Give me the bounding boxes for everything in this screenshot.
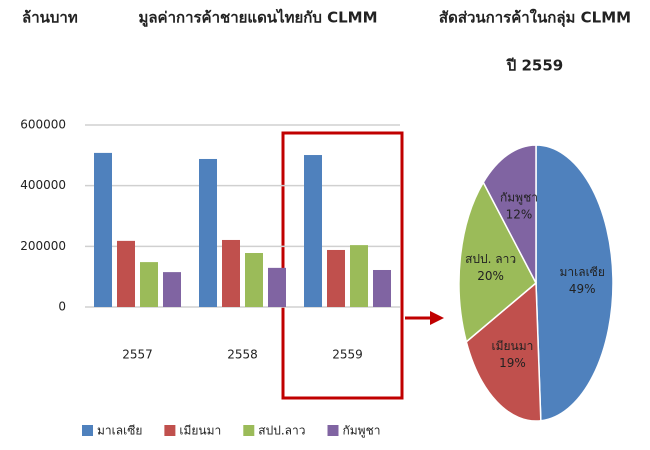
bar-chart-title: มูลค่าการค้าชายแดนไทยกับ CLMM (138, 8, 377, 28)
slice-value: 49% (569, 282, 596, 296)
y-tick-label: 600000 (20, 118, 66, 132)
legend-label: เมียนมา (179, 424, 221, 438)
pie-slice (465, 281, 542, 422)
bar (304, 155, 322, 307)
bar (94, 152, 112, 307)
slice-label: กัมพูชา (500, 191, 538, 206)
legend-label: กัมพูชา (343, 424, 381, 439)
legend-label: มาเลเซีย (97, 424, 142, 438)
slice-label: มาเลเซีย (559, 265, 604, 279)
legend-swatch (327, 425, 339, 436)
bar (327, 249, 345, 307)
slice-value: 12% (506, 208, 533, 222)
slice-label: สปป. ลาว (465, 252, 516, 266)
y-tick-label: 400000 (20, 178, 66, 192)
bar (117, 240, 135, 307)
pie-slice (535, 144, 614, 422)
bar (245, 253, 263, 307)
y-tick-label: 200000 (20, 239, 66, 253)
legend-label: สปป.ลาว (258, 424, 305, 438)
y-axis-label: ล้านบาท (22, 9, 78, 27)
highlight-box (281, 131, 404, 400)
pie-chart-title: สัดส่วนการค้าในกลุ่ม CLMM (439, 9, 631, 28)
slice-value: 19% (499, 356, 526, 370)
pie-chart-subtitle: ปี 2559 (506, 57, 563, 75)
bar (140, 262, 158, 307)
x-tick-label: 2559 (332, 348, 363, 362)
slice-label: เมียนมา (492, 339, 534, 353)
arrow-head (430, 311, 444, 325)
pie-slice (482, 144, 537, 284)
pie-slice (458, 180, 537, 344)
bar (268, 267, 286, 307)
bar (163, 272, 181, 307)
legend-swatch (82, 425, 93, 436)
legend-swatch (164, 425, 176, 436)
slice-value: 20% (477, 269, 504, 283)
x-tick-label: 2558 (227, 348, 258, 362)
bar (199, 158, 217, 307)
legend-swatch (243, 425, 255, 436)
bar (222, 239, 240, 307)
bar (373, 269, 391, 307)
x-tick-label: 2557 (122, 348, 153, 362)
bar (350, 245, 368, 307)
y-tick-label: 0 (58, 300, 66, 314)
